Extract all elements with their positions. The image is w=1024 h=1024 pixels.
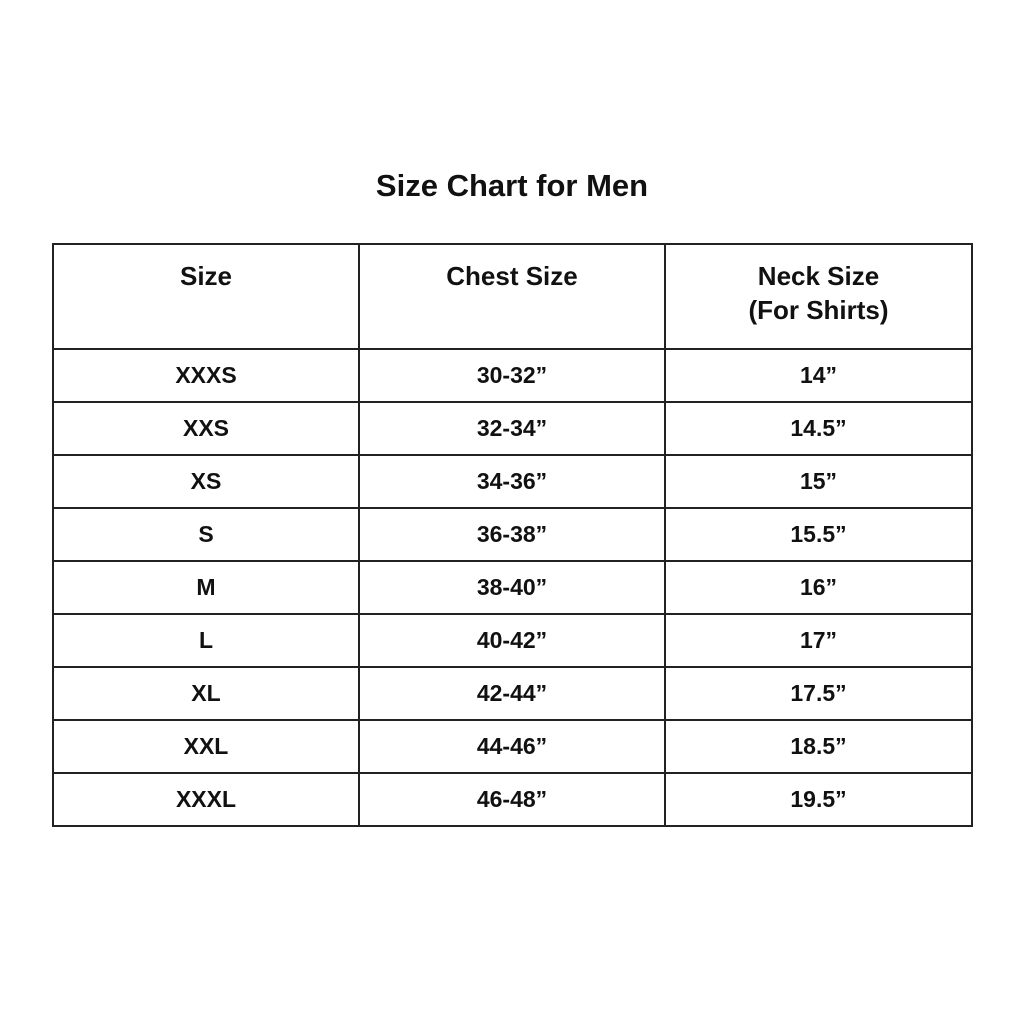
cell-size: XXXS — [52, 348, 360, 403]
cell-size: XXL — [52, 719, 360, 774]
table-row: XS 34-36” 15” — [52, 454, 973, 509]
cell-chest: 46-48” — [358, 772, 666, 827]
cell-size: XXS — [52, 401, 360, 456]
page-title: Size Chart for Men — [375, 168, 649, 203]
table-row: XL 42-44” 17.5” — [52, 666, 973, 721]
table-row: L 40-42” 17” — [52, 613, 973, 668]
cell-chest: 34-36” — [358, 454, 666, 509]
size-table: Size Chest Size Neck Size (For Shirts) X… — [52, 243, 973, 827]
cell-chest: 32-34” — [358, 401, 666, 456]
cell-chest: 40-42” — [358, 613, 666, 668]
table-header-row: Size Chest Size Neck Size (For Shirts) — [52, 243, 973, 350]
table-row: XXXS 30-32” 14” — [52, 348, 973, 403]
cell-chest: 42-44” — [358, 666, 666, 721]
cell-neck: 17” — [664, 613, 973, 668]
cell-neck: 14.5” — [664, 401, 973, 456]
table-row: XXXL 46-48” 19.5” — [52, 772, 973, 827]
cell-neck: 16” — [664, 560, 973, 615]
cell-size: M — [52, 560, 360, 615]
header-neck: Neck Size (For Shirts) — [664, 243, 973, 350]
cell-chest: 38-40” — [358, 560, 666, 615]
header-neck-label: Neck Size — [757, 261, 880, 291]
cell-chest: 30-32” — [358, 348, 666, 403]
header-chest: Chest Size — [358, 243, 666, 350]
cell-neck: 18.5” — [664, 719, 973, 774]
header-neck-sublabel: (For Shirts) — [748, 295, 889, 325]
cell-size: L — [52, 613, 360, 668]
table-row: M 38-40” 16” — [52, 560, 973, 615]
cell-neck: 14” — [664, 348, 973, 403]
cell-neck: 17.5” — [664, 666, 973, 721]
cell-neck: 15.5” — [664, 507, 973, 562]
table-row: XXS 32-34” 14.5” — [52, 401, 973, 456]
cell-size: XXXL — [52, 772, 360, 827]
cell-size: S — [52, 507, 360, 562]
cell-neck: 19.5” — [664, 772, 973, 827]
cell-chest: 36-38” — [358, 507, 666, 562]
cell-size: XL — [52, 666, 360, 721]
cell-chest: 44-46” — [358, 719, 666, 774]
header-size: Size — [52, 243, 360, 350]
table-row: XXL 44-46” 18.5” — [52, 719, 973, 774]
table-row: S 36-38” 15.5” — [52, 507, 973, 562]
cell-neck: 15” — [664, 454, 973, 509]
cell-size: XS — [52, 454, 360, 509]
